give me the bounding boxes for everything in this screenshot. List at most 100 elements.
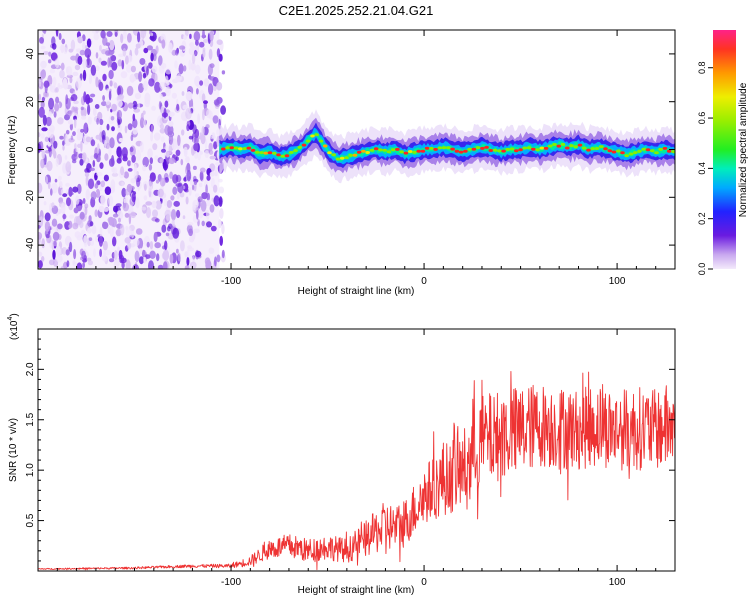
signal-peak <box>666 149 672 153</box>
spectrogram-panel: -100 0 100 -40 -20 0 20 40 Height of straight l… <box>7 29 676 297</box>
signal-peak <box>514 149 519 153</box>
signal-peak <box>322 144 328 148</box>
signal-peak <box>390 148 396 152</box>
signal-peak <box>467 147 472 151</box>
signal-peak <box>378 148 383 152</box>
snr-panel: -100 0 100 0.5 1.0 1.5 2.0 Height of straight … <box>7 313 676 596</box>
snr-ytick-label: 2.0 <box>25 362 36 376</box>
snr-multiplier-exponent: 4 <box>7 317 14 321</box>
signal-peak <box>424 146 430 150</box>
colorbar-tick-label: 0.4 <box>697 162 707 175</box>
spectrogram-ytick-label: -40 <box>25 237 36 252</box>
signal-peak <box>356 150 362 154</box>
snr-multiplier: (x104) <box>7 313 20 340</box>
spectrogram-frame <box>37 29 676 270</box>
signal-peak <box>369 148 375 152</box>
signal-peak <box>471 147 477 151</box>
signal-peak <box>565 146 570 150</box>
spectrogram-ytick-label: 20 <box>25 96 36 108</box>
signal-peak <box>420 149 426 153</box>
colorbar-tick-label: 0.8 <box>697 61 707 74</box>
signal-peak <box>429 146 434 150</box>
signal-peak <box>492 148 498 152</box>
signal-peak <box>607 149 613 153</box>
signal-peak <box>280 154 286 158</box>
signal-peak <box>314 133 320 137</box>
signal-peak <box>603 147 608 151</box>
signal-peak <box>488 149 494 152</box>
signal-peak <box>480 146 485 150</box>
signal-peak <box>484 145 489 149</box>
signal-peak <box>658 147 663 151</box>
signal-peak <box>242 147 247 151</box>
snr-xtick-label: 100 <box>609 577 626 588</box>
signal-peak <box>450 147 455 151</box>
signal-peak <box>259 151 264 155</box>
signal-peak <box>632 151 638 155</box>
signal-peak <box>221 147 226 151</box>
signal-peak <box>637 149 642 153</box>
snr-xtick-label: -100 <box>221 577 241 588</box>
signal-peak <box>238 147 243 151</box>
signal-peak <box>416 149 422 153</box>
signal-peak <box>263 151 269 155</box>
snr-ytick-label: 0.5 <box>25 513 36 527</box>
signal-peak <box>543 146 549 150</box>
signal-peak <box>518 148 523 152</box>
signal-peak <box>497 149 502 153</box>
spectrogram-ytick-label: 0 <box>25 146 36 152</box>
signal-peak <box>335 157 341 161</box>
signal-peak <box>458 150 464 154</box>
signal-peaks <box>221 133 675 161</box>
signal-band <box>219 109 675 184</box>
signal-peak <box>526 146 532 150</box>
signal-peak <box>305 139 311 143</box>
spectrogram-xtick-label: 0 <box>421 276 427 287</box>
signal-peak <box>590 147 596 151</box>
signal-peak <box>254 150 260 154</box>
signal-peak <box>662 146 668 150</box>
colorbar-tick-label: 0.0 <box>697 263 707 276</box>
signal-peak <box>339 156 345 160</box>
signal-peak <box>615 149 621 153</box>
signal-peak <box>624 154 629 158</box>
signal-peak <box>535 148 540 152</box>
signal-peak <box>628 152 634 156</box>
snr-ytick-label: 1.5 <box>25 412 36 426</box>
signal-peak <box>463 149 468 153</box>
colorbar-gradient <box>713 30 736 269</box>
signal-peak <box>501 149 506 153</box>
signal-peak <box>301 143 307 147</box>
signal-peak <box>599 145 604 149</box>
signal-peak <box>531 147 536 151</box>
signal-peak <box>348 153 354 157</box>
signal-peak <box>399 150 405 154</box>
signal-peak <box>446 146 451 150</box>
signal-peak <box>671 150 675 154</box>
signal-peak <box>276 153 281 157</box>
signal-peak <box>267 151 273 155</box>
signal-peak <box>297 145 303 149</box>
signal-peak <box>361 149 366 153</box>
snr-ylabel: SNR (10 * v/v) <box>8 418 19 482</box>
signal-peak <box>475 146 481 150</box>
signal-peak <box>250 148 256 152</box>
snr-xlabel: Height of straight line (km) <box>298 585 415 596</box>
colorbar-label: Normalized spectral amplitude <box>738 82 749 217</box>
signal-peak <box>620 151 625 155</box>
signal-peak <box>225 146 230 150</box>
svg-text:(x104): (x104) <box>7 313 20 340</box>
signal-peak <box>649 149 655 153</box>
signal-peak <box>246 146 252 150</box>
signal-peak <box>654 151 659 155</box>
spectrogram-ytick-label: 40 <box>25 48 36 60</box>
snr-xtick-label: 0 <box>421 577 427 588</box>
signal-peak <box>331 153 337 157</box>
spectrogram-ytick-label: -20 <box>25 190 36 205</box>
signal-peak <box>509 147 515 151</box>
colorbar-tick-label: 0.2 <box>697 212 707 225</box>
signal-peak <box>582 146 587 150</box>
signal-peak <box>310 134 315 138</box>
signal-peak <box>645 148 651 152</box>
